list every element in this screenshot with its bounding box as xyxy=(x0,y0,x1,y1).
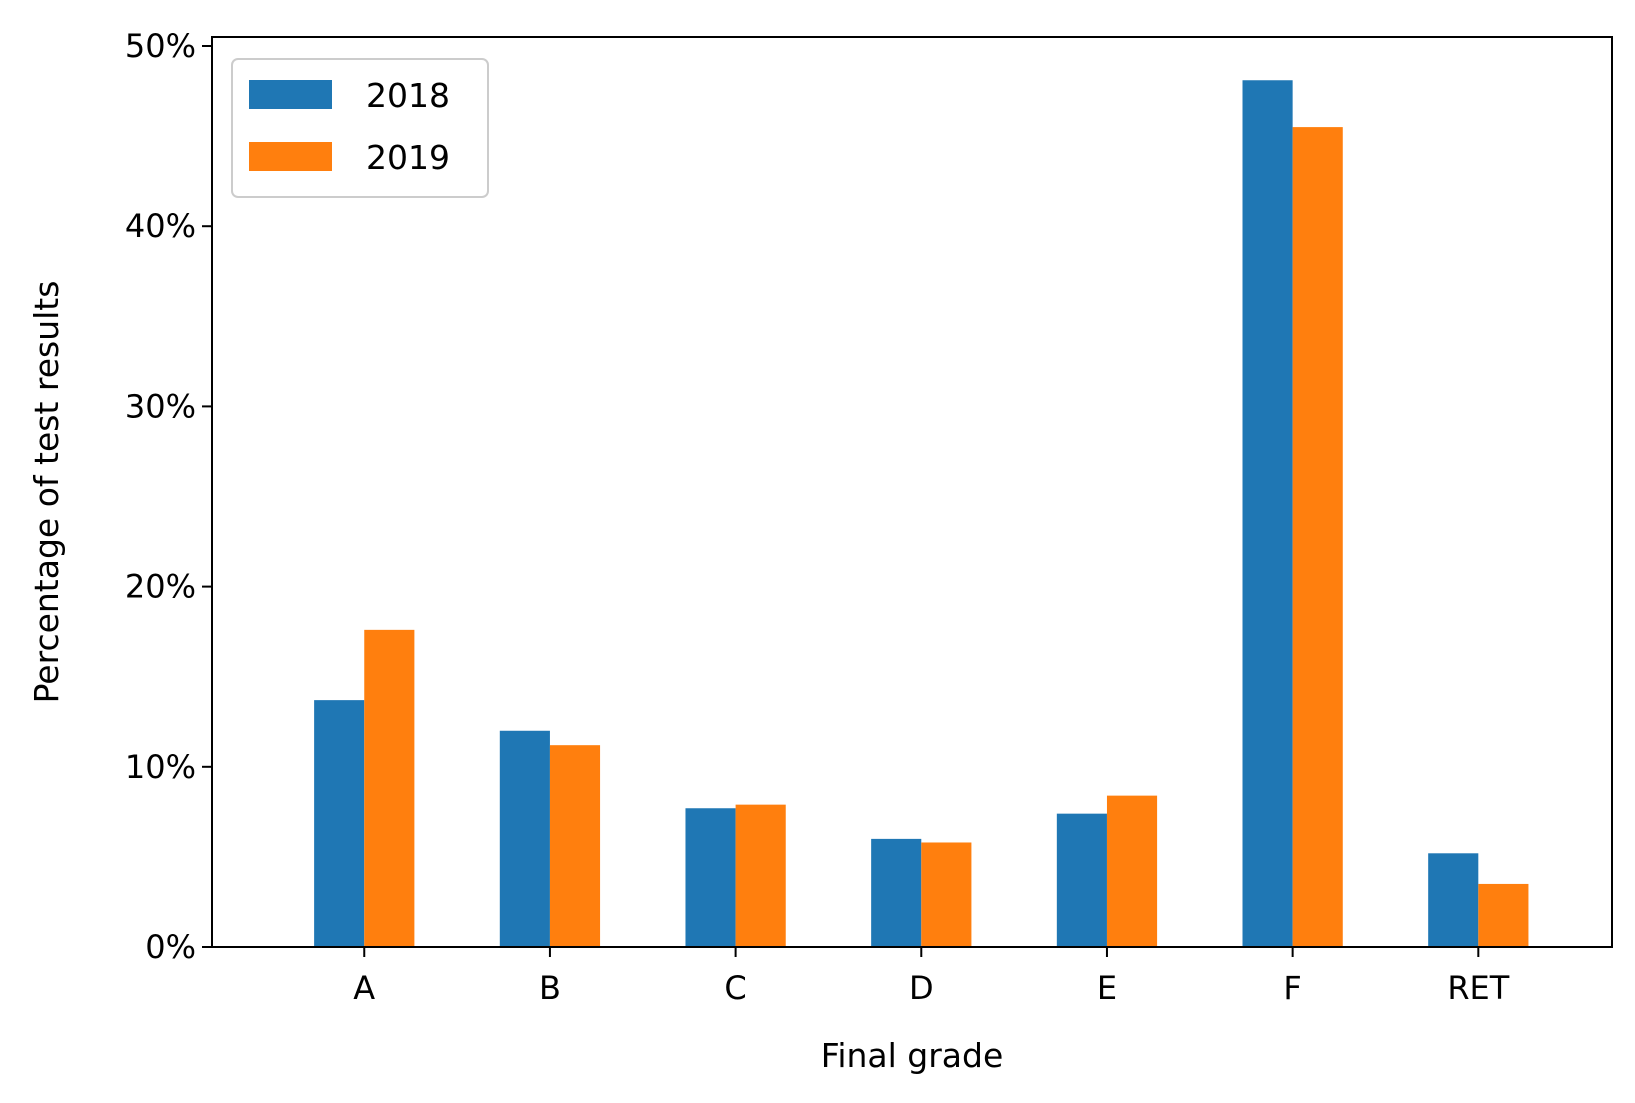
bar-2018-B xyxy=(499,730,550,947)
bar-2019-C xyxy=(735,804,786,947)
legend-swatch-2018 xyxy=(249,80,332,109)
x-axis-ticks: A B C D E F RET xyxy=(353,947,1510,1007)
x-tick-label-A: A xyxy=(353,969,375,1007)
y-tick-label: 30% xyxy=(125,387,196,425)
y-tick-label: 0% xyxy=(145,928,196,966)
x-axis-label: Final grade xyxy=(821,1036,1004,1075)
bar-2018-F xyxy=(1242,80,1293,947)
y-tick-label: 40% xyxy=(125,207,196,245)
x-tick-label-E: E xyxy=(1097,969,1117,1007)
bars-layer xyxy=(314,80,1529,948)
x-tick-label-F: F xyxy=(1283,969,1301,1007)
y-axis-label: Percentage of test results xyxy=(27,281,66,704)
legend-swatch-2019 xyxy=(249,142,332,171)
y-tick-label: 20% xyxy=(125,568,196,606)
legend-label-2018: 2018 xyxy=(366,76,450,115)
y-axis-ticks: 0% 10% 20% 30% 40% 50% xyxy=(125,27,212,966)
bar-2019-D xyxy=(921,842,972,947)
bar-2019-B xyxy=(549,745,601,947)
bar-2018-E xyxy=(1056,813,1107,947)
bar-2019-F xyxy=(1292,127,1343,948)
plot-frame xyxy=(211,36,1613,948)
x-tick-label-C: C xyxy=(724,969,746,1007)
x-tick-label-B: B xyxy=(539,969,561,1007)
x-tick-label-D: D xyxy=(909,969,934,1007)
bar-2019-RET xyxy=(1478,883,1529,947)
x-tick-label-RET: RET xyxy=(1447,969,1509,1007)
bar-2018-A xyxy=(314,700,365,947)
legend: 2018 2019 xyxy=(231,58,489,198)
bar-2018-RET xyxy=(1428,853,1479,947)
y-tick-label: 50% xyxy=(125,27,196,65)
bar-2019-A xyxy=(364,629,415,947)
y-tick-label: 10% xyxy=(125,748,196,786)
bar-2018-C xyxy=(685,808,736,947)
legend-label-2019: 2019 xyxy=(366,138,450,177)
bar-2018-D xyxy=(871,838,922,947)
bar-2019-E xyxy=(1106,795,1158,947)
